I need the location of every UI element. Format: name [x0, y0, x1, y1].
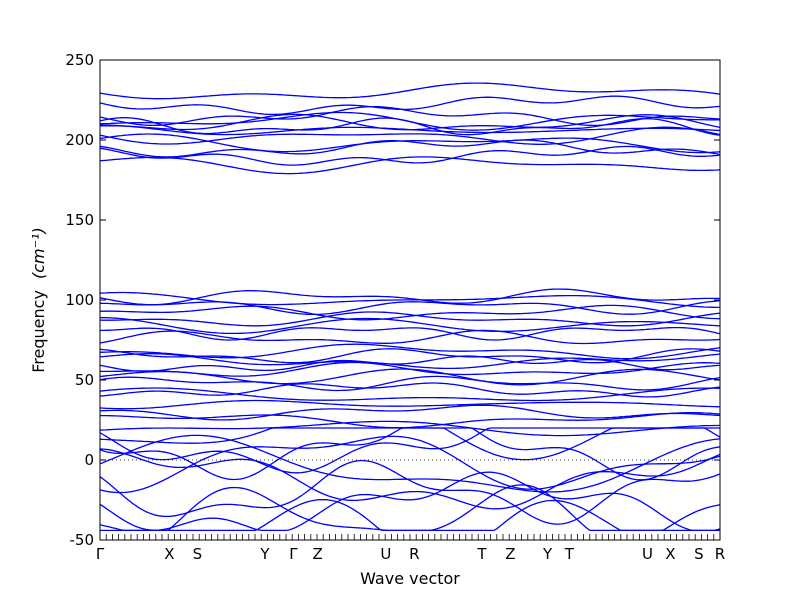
y-tick-label: 200 — [65, 131, 94, 149]
x-tick-label: Z — [505, 545, 515, 563]
band-line — [99, 291, 720, 309]
band-line — [100, 124, 721, 136]
x-tick-label: S — [193, 545, 203, 563]
x-tick-label: Z — [312, 545, 322, 563]
band-line — [99, 348, 721, 364]
band-line — [99, 448, 721, 510]
y-tick-label: 0 — [84, 451, 94, 469]
x-tick-label: S — [694, 545, 704, 563]
band-line — [99, 105, 721, 127]
y-axis-label: Frequency (cm⁻¹) — [29, 227, 48, 372]
x-tick-label: X — [665, 545, 675, 563]
x-tick-label: Γ — [289, 545, 298, 563]
x-tick-label: U — [380, 545, 391, 563]
band-line — [99, 304, 721, 321]
band-line — [99, 355, 721, 372]
x-tick-label: X — [164, 545, 174, 563]
plot-frame — [99, 59, 721, 541]
band-line — [99, 399, 721, 410]
y-axis-unit: (cm⁻¹) — [29, 227, 48, 279]
band-line — [99, 126, 721, 145]
y-tick-label: -50 — [70, 531, 95, 549]
band-line — [99, 434, 721, 493]
band-line — [99, 498, 720, 532]
band-line — [99, 353, 721, 370]
band-line — [99, 435, 721, 494]
y-tick-label: 150 — [65, 211, 94, 229]
band-line — [99, 387, 721, 402]
band-lines — [99, 82, 721, 532]
x-tick-label: Y — [259, 545, 270, 563]
band-line — [99, 329, 721, 345]
band-line — [99, 300, 721, 316]
x-tick-label: R — [409, 545, 419, 563]
band-line — [99, 95, 721, 116]
x-tick-label: R — [715, 545, 725, 563]
band-line — [99, 82, 721, 100]
band-line — [99, 288, 721, 306]
band-line — [99, 311, 721, 327]
x-tick-label: T — [476, 545, 487, 563]
y-tick-label: 100 — [65, 291, 94, 309]
band-line — [99, 382, 721, 398]
band-line — [99, 133, 721, 154]
y-axis-label-text: Frequency — [29, 290, 48, 373]
band-line — [99, 459, 721, 525]
x-tick-label: U — [642, 545, 653, 563]
band-line — [99, 139, 721, 158]
y-tick-label: 50 — [75, 371, 94, 389]
band-line — [99, 404, 721, 421]
band-line — [99, 420, 721, 437]
band-line — [99, 427, 721, 474]
band-line — [99, 375, 721, 392]
y-tick-label: 250 — [65, 51, 94, 69]
band-line — [99, 145, 721, 166]
band-line — [99, 368, 721, 386]
band-line — [99, 156, 721, 175]
x-tick-label: Y — [542, 545, 553, 563]
band-line — [99, 471, 721, 532]
band-line — [99, 316, 721, 335]
band-line — [100, 326, 721, 341]
x-tick-label: T — [564, 545, 575, 563]
y-ticks: -50 0 50 100 150 200 250 — [65, 51, 720, 549]
x-tick-label: Γ — [96, 545, 105, 563]
x-axis-label: Wave vector — [360, 569, 460, 588]
